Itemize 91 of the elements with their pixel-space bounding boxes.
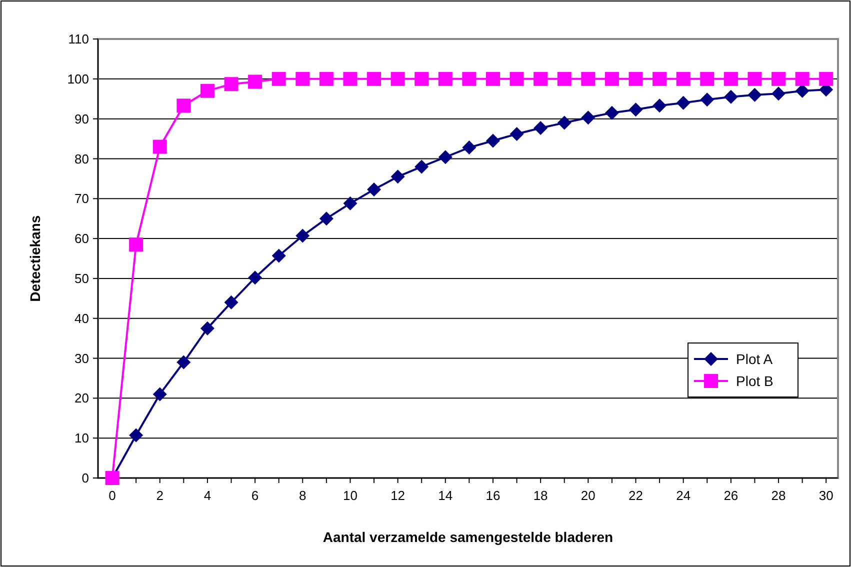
- point: [129, 238, 144, 252]
- point: [486, 134, 500, 148]
- point: [795, 84, 810, 98]
- x-tick-label: 4: [204, 488, 212, 503]
- x-axis-title: Aantal verzamelde samengestelde bladeren: [322, 529, 614, 545]
- point: [462, 140, 476, 155]
- point: [652, 72, 667, 86]
- point: [152, 387, 167, 402]
- point: [676, 96, 690, 110]
- y-tick-label: 70: [74, 191, 89, 206]
- point: [248, 74, 262, 89]
- point: [486, 72, 500, 86]
- point: [748, 88, 762, 102]
- y-tick-label: 110: [68, 32, 89, 47]
- y-tick-label: 90: [74, 111, 89, 126]
- point: [390, 72, 405, 86]
- point: [272, 248, 286, 263]
- point: [176, 355, 191, 370]
- point: [272, 72, 286, 86]
- point: [652, 98, 667, 113]
- point: [581, 72, 596, 86]
- point: [152, 140, 167, 154]
- point: [224, 77, 238, 92]
- point: [319, 212, 334, 226]
- point: [200, 321, 214, 336]
- point: [628, 102, 643, 117]
- point: [534, 72, 548, 86]
- y-tick-label: 20: [74, 390, 89, 406]
- legend-label: Plot A: [736, 350, 774, 367]
- point: [748, 72, 762, 86]
- point: [224, 295, 238, 310]
- x-tick-label: 24: [676, 488, 691, 503]
- point: [700, 92, 714, 107]
- point: [700, 72, 714, 86]
- x-tick-label: 26: [724, 488, 738, 503]
- x-tick-label: 20: [580, 488, 596, 503]
- y-axis-title: Detectiekans: [27, 215, 43, 302]
- x-tick-label: 0: [108, 488, 116, 503]
- x-tick-label: 8: [299, 488, 306, 503]
- point: [390, 170, 405, 184]
- point: [414, 72, 429, 86]
- point: [557, 72, 572, 86]
- point: [129, 428, 144, 442]
- point: [438, 150, 452, 164]
- point: [819, 72, 834, 86]
- y-tick-label: 80: [74, 151, 89, 166]
- point: [200, 84, 214, 98]
- point: [343, 72, 358, 86]
- x-tick-label: 2: [156, 488, 164, 503]
- x-tick-label: 14: [438, 488, 453, 503]
- x-tick-label: 6: [251, 488, 259, 503]
- y-tick-label: 30: [74, 350, 89, 366]
- point: [772, 86, 786, 101]
- y-tick-label: 60: [74, 231, 89, 246]
- point: [248, 270, 262, 285]
- point: [176, 98, 191, 113]
- point: [628, 72, 643, 86]
- x-tick-label: 28: [771, 488, 786, 503]
- point: [724, 90, 738, 104]
- y-tick-label: 100: [67, 71, 89, 86]
- point: [534, 120, 548, 135]
- point: [604, 72, 619, 86]
- point: [510, 126, 524, 141]
- point: [296, 72, 310, 86]
- point: [367, 182, 382, 196]
- point: [296, 228, 310, 243]
- point: [557, 116, 572, 130]
- y-tick-label: 50: [74, 271, 89, 286]
- x-tick-label: 18: [533, 488, 548, 503]
- point: [510, 72, 524, 86]
- point: [581, 110, 596, 125]
- y-tick-label: 40: [74, 310, 89, 326]
- point: [367, 72, 382, 86]
- x-tick-label: 10: [342, 488, 358, 503]
- point: [604, 106, 619, 120]
- point: [795, 72, 810, 86]
- point: [319, 72, 334, 86]
- point: [772, 72, 786, 86]
- point: [414, 160, 429, 174]
- x-tick-label: 16: [486, 488, 500, 503]
- point: [462, 72, 476, 86]
- point: [438, 72, 452, 86]
- y-tick-label: 10: [74, 430, 89, 446]
- point: [676, 72, 690, 86]
- x-tick-label: 30: [818, 488, 834, 503]
- x-tick-label: 12: [390, 488, 406, 503]
- legend-label: Plot B: [736, 372, 774, 389]
- x-tick-label: 22: [628, 488, 643, 503]
- point: [343, 196, 358, 210]
- point: [724, 72, 738, 86]
- y-tick-label: 0: [82, 470, 89, 486]
